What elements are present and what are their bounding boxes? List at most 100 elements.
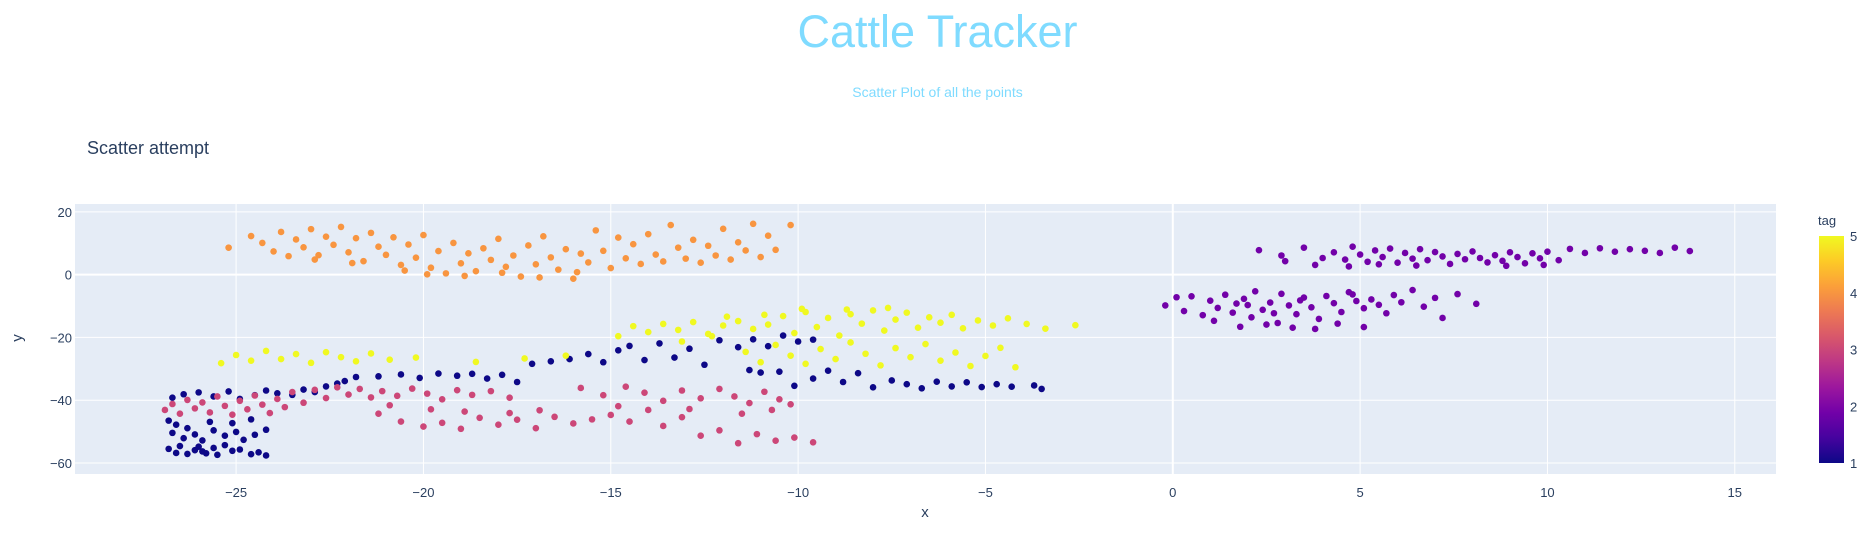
- data-point-tag-1[interactable]: [229, 419, 236, 427]
- data-point-tag-2[interactable]: [1439, 253, 1446, 260]
- data-point-tag-1[interactable]: [191, 431, 199, 438]
- data-point-tag-4[interactable]: [734, 239, 742, 246]
- data-point-tag-2[interactable]: [1536, 255, 1544, 262]
- data-point-tag-2[interactable]: [1514, 253, 1521, 261]
- data-point-tag-1[interactable]: [199, 437, 206, 444]
- data-point-tag-2[interactable]: [1454, 250, 1461, 258]
- data-point-tag-2[interactable]: [1544, 248, 1551, 256]
- data-point-tag-1[interactable]: [869, 384, 877, 391]
- data-point-tag-2[interactable]: [1364, 258, 1371, 266]
- data-point-tag-1[interactable]: [824, 367, 832, 375]
- data-point-tag-1[interactable]: [903, 380, 911, 388]
- data-point-tag-5[interactable]: [749, 325, 757, 333]
- data-point-tag-4[interactable]: [629, 240, 637, 248]
- data-point-tag-2[interactable]: [1229, 309, 1237, 316]
- data-point-tag-2[interactable]: [1270, 309, 1278, 317]
- data-point-tag-1[interactable]: [933, 378, 941, 385]
- data-point-tag-2[interactable]: [1626, 245, 1634, 253]
- data-point-tag-2[interactable]: [1236, 323, 1244, 331]
- data-point-tag-4[interactable]: [390, 233, 397, 241]
- data-point-tag-2[interactable]: [1293, 310, 1300, 318]
- data-point-tag-2[interactable]: [1461, 255, 1469, 263]
- data-point-tag-4[interactable]: [570, 275, 577, 283]
- data-point-tag-3[interactable]: [300, 399, 307, 407]
- data-point-tag-4[interactable]: [577, 250, 585, 257]
- data-point-tag-1[interactable]: [993, 380, 1000, 388]
- data-point-tag-5[interactable]: [847, 310, 854, 318]
- data-point-tag-3[interactable]: [438, 419, 446, 427]
- data-point-tag-1[interactable]: [513, 378, 521, 386]
- data-point-tag-2[interactable]: [1499, 257, 1506, 265]
- data-point-tag-1[interactable]: [221, 441, 229, 449]
- data-point-tag-5[interactable]: [412, 354, 420, 361]
- data-point-tag-3[interactable]: [644, 406, 652, 414]
- data-point-tag-4[interactable]: [498, 269, 506, 277]
- data-point-tag-3[interactable]: [697, 432, 704, 439]
- data-point-tag-3[interactable]: [266, 409, 274, 417]
- data-point-tag-4[interactable]: [225, 244, 232, 251]
- data-point-tag-1[interactable]: [322, 383, 330, 390]
- data-point-tag-2[interactable]: [1375, 260, 1383, 268]
- data-point-tag-2[interactable]: [1353, 297, 1360, 305]
- data-point-tag-4[interactable]: [674, 244, 682, 251]
- data-point-tag-1[interactable]: [274, 390, 281, 397]
- data-point-tag-2[interactable]: [1641, 247, 1649, 255]
- data-point-tag-3[interactable]: [809, 438, 817, 446]
- data-point-tag-3[interactable]: [506, 409, 513, 417]
- data-point-tag-5[interactable]: [723, 313, 731, 321]
- data-point-tag-4[interactable]: [704, 242, 712, 250]
- data-point-tag-3[interactable]: [221, 402, 229, 410]
- data-point-tag-4[interactable]: [622, 255, 630, 262]
- data-point-tag-4[interactable]: [536, 274, 543, 281]
- data-point-tag-2[interactable]: [1476, 254, 1484, 262]
- data-point-tag-3[interactable]: [281, 403, 289, 411]
- data-point-tag-3[interactable]: [659, 422, 667, 430]
- data-point-tag-4[interactable]: [584, 259, 592, 266]
- data-point-tag-1[interactable]: [701, 361, 708, 369]
- data-point-tag-4[interactable]: [259, 239, 266, 247]
- data-point-tag-1[interactable]: [468, 370, 476, 378]
- data-point-tag-2[interactable]: [1581, 249, 1589, 257]
- data-point-tag-1[interactable]: [416, 374, 423, 382]
- data-point-tag-5[interactable]: [472, 358, 480, 366]
- data-point-tag-1[interactable]: [262, 387, 270, 394]
- data-point-tag-5[interactable]: [678, 338, 686, 345]
- data-point-tag-5[interactable]: [914, 324, 922, 331]
- data-point-tag-3[interactable]: [506, 394, 513, 402]
- data-point-tag-2[interactable]: [1240, 295, 1248, 303]
- data-point-tag-2[interactable]: [1390, 291, 1398, 299]
- data-point-tag-2[interactable]: [1375, 301, 1383, 309]
- data-point-tag-3[interactable]: [641, 389, 648, 396]
- data-point-tag-2[interactable]: [1424, 256, 1431, 264]
- data-point-tag-1[interactable]: [626, 342, 633, 350]
- data-point-tag-1[interactable]: [918, 384, 926, 392]
- data-point-tag-1[interactable]: [1030, 382, 1038, 389]
- data-point-tag-4[interactable]: [420, 231, 427, 239]
- data-point-tag-3[interactable]: [761, 388, 768, 396]
- data-point-tag-4[interactable]: [465, 249, 472, 257]
- data-point-tag-1[interactable]: [206, 418, 214, 426]
- data-point-tag-5[interactable]: [772, 341, 779, 349]
- data-point-tag-5[interactable]: [862, 350, 869, 358]
- data-point-tag-2[interactable]: [1330, 299, 1338, 307]
- data-point-tag-5[interactable]: [922, 340, 929, 348]
- data-point-tag-3[interactable]: [734, 439, 742, 447]
- data-point-tag-5[interactable]: [629, 322, 637, 330]
- data-point-tag-5[interactable]: [937, 357, 944, 364]
- data-point-tag-2[interactable]: [1596, 244, 1604, 252]
- data-point-tag-4[interactable]: [517, 273, 525, 280]
- data-point-tag-5[interactable]: [386, 356, 394, 364]
- data-point-tag-4[interactable]: [311, 256, 319, 263]
- data-point-tag-4[interactable]: [712, 252, 719, 259]
- data-point-tag-2[interactable]: [1409, 255, 1416, 262]
- data-point-tag-3[interactable]: [251, 392, 259, 399]
- data-point-tag-3[interactable]: [599, 391, 607, 399]
- data-point-tag-1[interactable]: [341, 377, 349, 385]
- data-point-tag-1[interactable]: [854, 369, 862, 377]
- data-point-tag-3[interactable]: [716, 385, 723, 393]
- data-point-tag-5[interactable]: [708, 332, 716, 340]
- data-point-tag-1[interactable]: [435, 370, 442, 377]
- data-point-tag-2[interactable]: [1349, 291, 1356, 298]
- data-point-tag-5[interactable]: [562, 352, 570, 359]
- data-point-tag-4[interactable]: [472, 267, 480, 275]
